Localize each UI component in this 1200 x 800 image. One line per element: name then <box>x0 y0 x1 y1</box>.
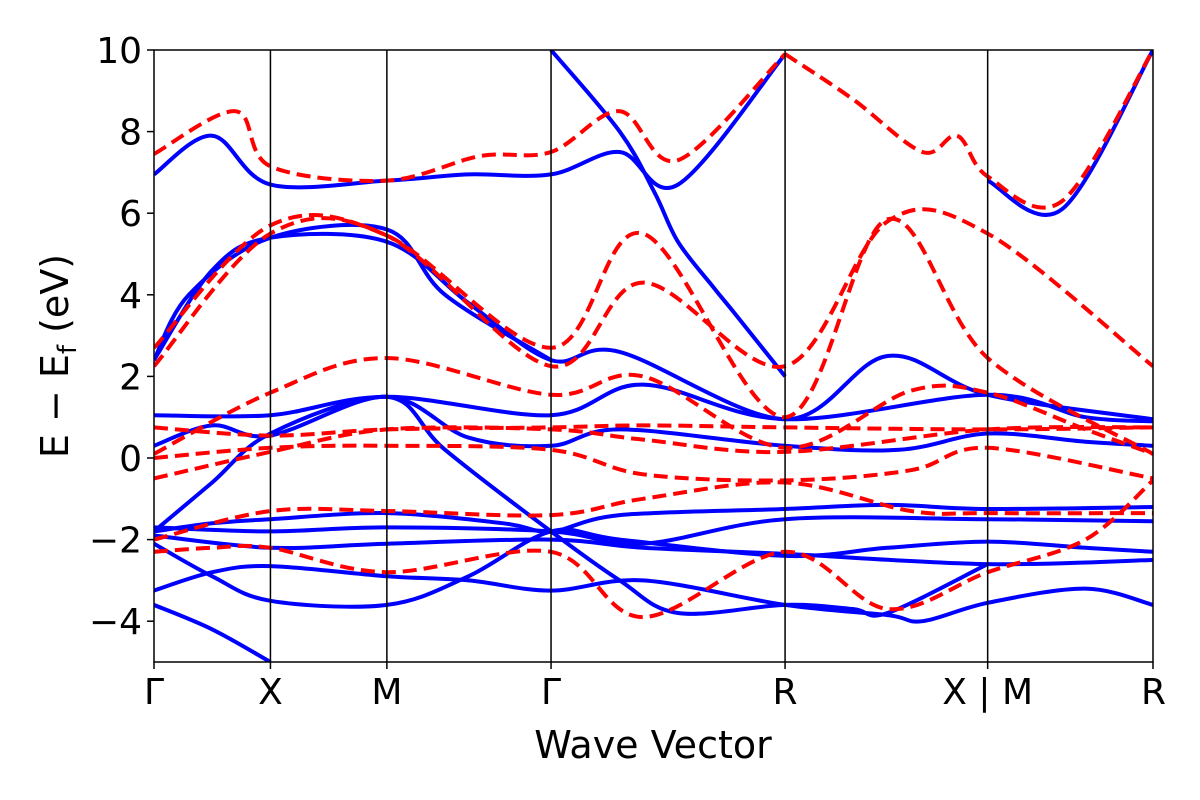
solid-band-line-9 <box>154 231 1153 422</box>
y-tick-label: −2 <box>89 521 142 562</box>
plot-frame <box>153 49 1154 663</box>
y-tick-label: 2 <box>119 357 142 398</box>
solid-band-line-4 <box>154 515 1153 546</box>
y-tick-label: 4 <box>119 276 142 317</box>
x-tick-label: Γ <box>144 672 164 713</box>
x-axis-title: Wave Vector <box>534 723 772 767</box>
x-tick-label: X <box>258 672 283 713</box>
dashed-band-line-9 <box>783 50 1153 210</box>
x-tick-label: M <box>371 672 402 713</box>
y-axis-title: E − Ef (eV) <box>33 254 83 458</box>
x-axis: Γ X M Γ R X | M R <box>144 662 1166 713</box>
bands-layer <box>154 50 1153 662</box>
solid-band-line-1 <box>154 563 1153 624</box>
dashed-band-line-2 <box>154 425 1153 481</box>
dashed-band-line-8 <box>154 52 787 183</box>
y-tick-label: −4 <box>89 602 142 643</box>
solid-band-line-8 <box>154 382 1153 424</box>
x-tick-label: R <box>773 672 798 713</box>
high-symmetry-lines <box>269 50 989 662</box>
solid-band-line-13 <box>986 50 1153 217</box>
solid-band-line-0 <box>154 603 272 662</box>
y-axis: −4 −2 0 2 4 6 8 10 <box>89 31 154 643</box>
solid-band-line-10 <box>154 52 787 190</box>
y-axis-title-subscript: f <box>53 344 83 354</box>
solid-band-line-5 <box>154 533 1153 567</box>
y-tick-label: 8 <box>119 113 142 154</box>
dashed-band-line-6 <box>154 207 1153 369</box>
dashed-band-line-4 <box>154 423 1153 438</box>
x-tick-label: X | M <box>942 672 1033 713</box>
solid-band-line-12 <box>154 223 553 362</box>
solid-band-line-11 <box>549 50 787 378</box>
dashed-band-line-3 <box>154 443 1153 483</box>
x-tick-label: R <box>1141 672 1166 713</box>
dashed-band-line-1 <box>154 480 1153 542</box>
x-tick-label: Γ <box>541 672 561 713</box>
dashed-band-line-7 <box>154 213 1153 456</box>
y-tick-label: 0 <box>119 439 142 480</box>
y-tick-label: 6 <box>119 194 142 235</box>
y-axis-title-suffix: (eV) <box>33 254 77 345</box>
dashed-band-line-5 <box>154 355 1153 456</box>
y-axis-title-main: E − E <box>33 354 77 458</box>
dashed-band-line-0 <box>154 478 1153 620</box>
y-tick-label: 10 <box>96 31 142 72</box>
